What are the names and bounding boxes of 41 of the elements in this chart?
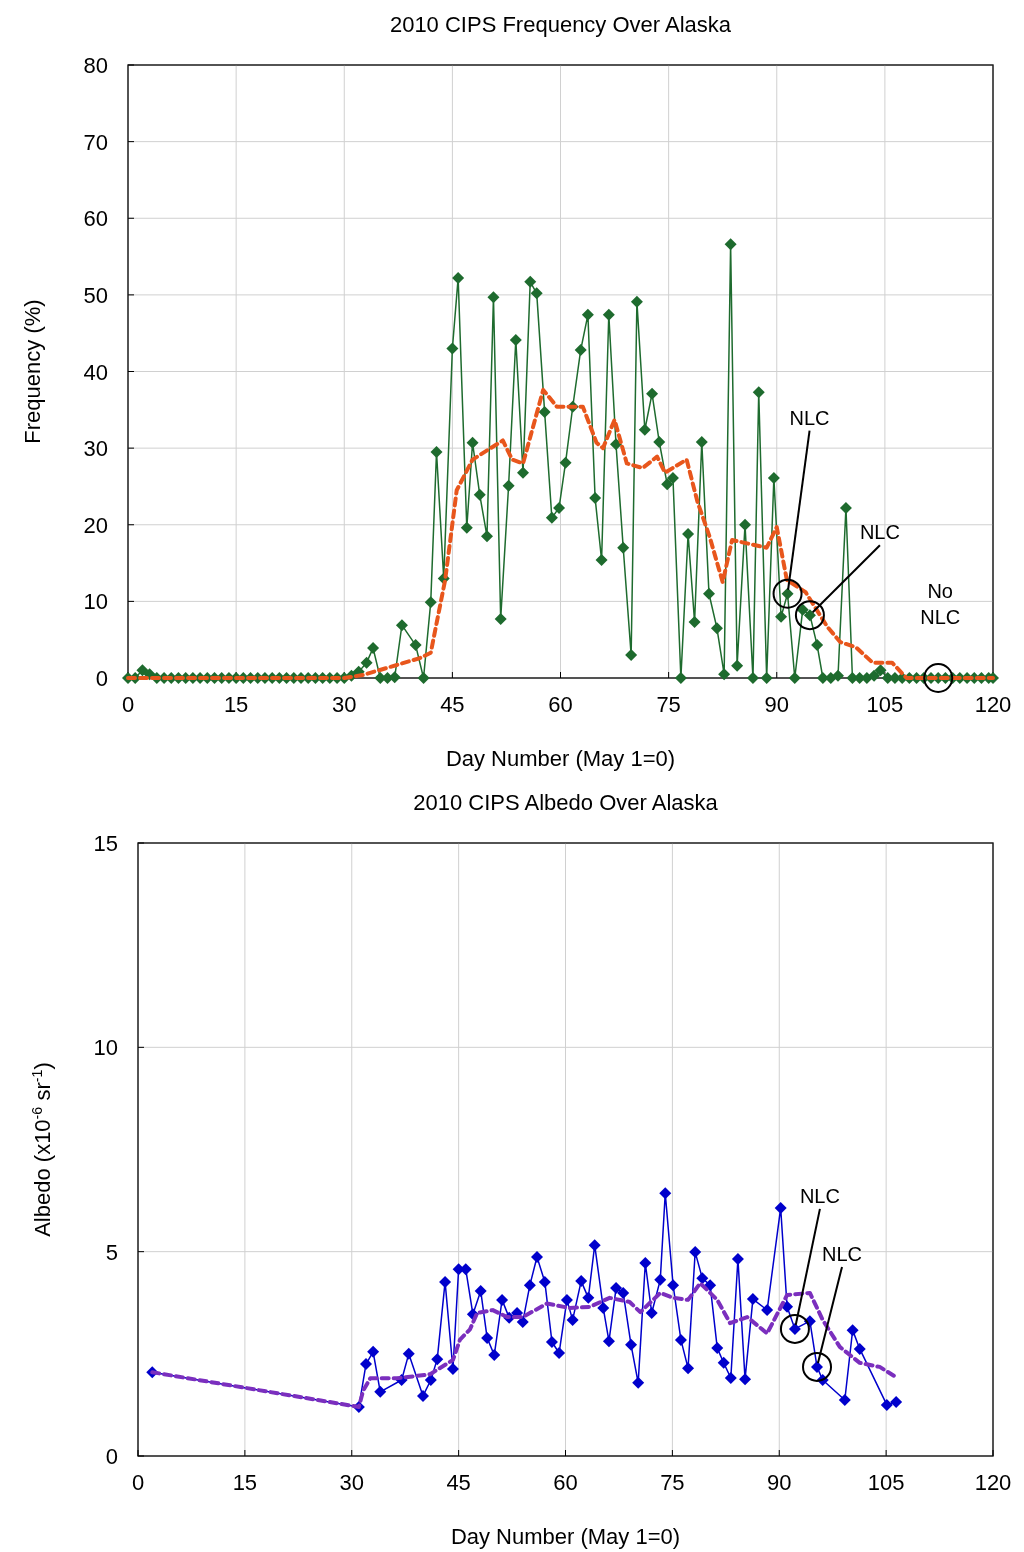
x-tick-label: 30	[339, 1470, 364, 1495]
y-tick-label: 50	[83, 282, 108, 308]
x-tick-label: 0	[131, 1470, 145, 1495]
x-tick-label: 0	[121, 692, 135, 717]
y-tick-label: 60	[83, 206, 108, 232]
chart-title: 2010 CIPS Albedo Over Alaska	[413, 790, 719, 815]
x-tick-label: 60	[553, 1470, 578, 1495]
x-axis-title: Day Number (May 1=0)	[450, 1524, 681, 1549]
x-tick-label: 105	[866, 692, 904, 717]
x-tick-label: 120	[974, 692, 1012, 717]
y-tick-label: 80	[83, 53, 108, 78]
x-tick-label: 90	[764, 692, 789, 717]
x-tick-label: 120	[974, 1470, 1012, 1495]
y-tick-label: 30	[83, 436, 108, 462]
annotation: NLC	[799, 1184, 840, 1207]
annotation: NLC	[789, 406, 830, 429]
x-tick-label: 15	[223, 692, 249, 717]
x-tick-label: 45	[446, 1470, 471, 1495]
chart-title: 2010 CIPS Frequency Over Alaska	[389, 12, 732, 37]
x-tick-label: 90	[767, 1470, 792, 1495]
y-tick-label: 0	[95, 666, 108, 691]
x-tick-label: 45	[440, 692, 465, 717]
y-tick-label: 15	[93, 831, 118, 856]
annotation: NLC	[822, 1242, 863, 1265]
x-tick-label: 15	[232, 1470, 258, 1495]
x-tick-label: 60	[548, 692, 573, 717]
x-tick-label: 30	[332, 692, 357, 717]
y-tick-label: 0	[105, 1444, 118, 1469]
x-tick-label: 75	[660, 1470, 685, 1495]
y-tick-label: 40	[83, 359, 108, 385]
y-axis-title: Frequency (%)	[20, 299, 45, 444]
x-tick-label: 75	[656, 692, 681, 717]
x-axis-title: Day Number (May 1=0)	[445, 746, 676, 771]
y-tick-label: 70	[83, 129, 108, 155]
y-tick-label: 5	[105, 1239, 118, 1265]
x-tick-label: 105	[867, 1470, 905, 1495]
y-tick-label: 20	[83, 512, 108, 538]
annotation: No NLC	[920, 580, 961, 628]
y-tick-label: 10	[83, 589, 108, 615]
annotation: NLC	[859, 521, 900, 544]
y-tick-label: 10	[93, 1035, 118, 1061]
